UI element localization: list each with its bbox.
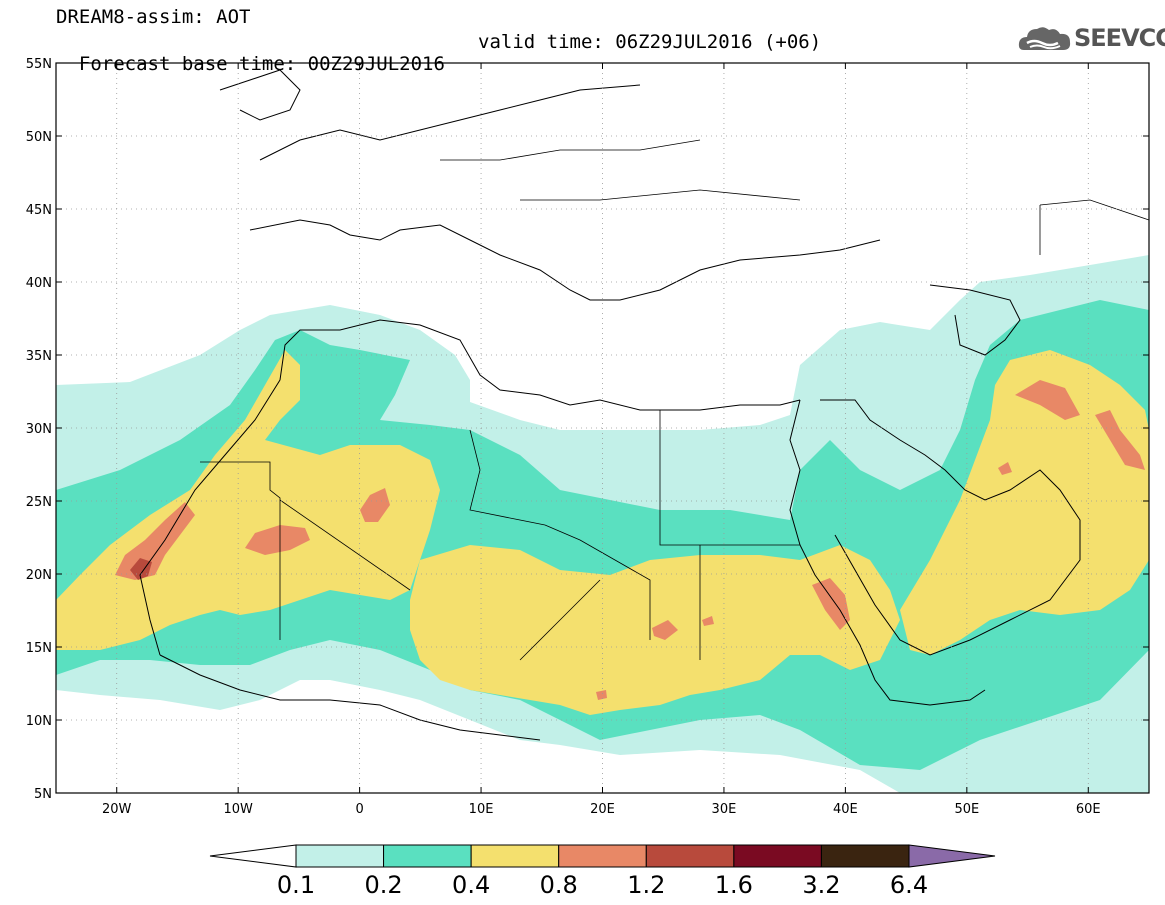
- lat-label: 35N: [26, 349, 52, 364]
- forecast-time-line: Forecast base time: 00Z29JUL2016 valid t…: [56, 31, 821, 97]
- colorbar-box: [470, 844, 560, 868]
- lat-label: 10N: [26, 714, 52, 729]
- lon-label: 40E: [833, 802, 858, 817]
- lat-label: 5N: [34, 787, 52, 802]
- colorbar-over-triangle: [908, 844, 996, 868]
- aot-contour-0.8-a: [115, 502, 195, 580]
- lat-label: 25N: [26, 495, 52, 510]
- graticule: [56, 63, 1149, 793]
- lon-label: 10W: [223, 802, 253, 817]
- colorbar-under-triangle: [209, 844, 297, 868]
- colorbar-level-label: 0.4: [452, 871, 491, 899]
- colorbar-level-label: 0.2: [364, 871, 403, 899]
- colorbar-level-label: 0.8: [539, 871, 578, 899]
- country-borders: [200, 139, 1149, 661]
- colorbar-box: [820, 844, 910, 868]
- lat-label: 15N: [26, 641, 52, 656]
- lat-label: 40N: [26, 276, 52, 291]
- colorbar-level-label: 0.1: [276, 871, 316, 899]
- lon-labels: 20W 10W 0 10E 20E 30E 40E 50E 60E: [102, 802, 1101, 817]
- axis-ticks: [56, 62, 1149, 794]
- colorbar: [209, 844, 996, 868]
- colorbar-box: [383, 844, 472, 868]
- aot-contour-0.8-f: [596, 690, 607, 700]
- aot-contour-0.8-g: [812, 578, 850, 630]
- valid-time: valid time: 06Z29JUL2016 (+06): [478, 31, 822, 53]
- aot-contour-0.8-b: [245, 525, 310, 555]
- colorbar-level-label: 3.2: [802, 871, 841, 899]
- colorbar-box: [733, 844, 822, 868]
- aot-contour-0.8-e: [702, 616, 714, 626]
- aot-contour-1.2: [130, 558, 152, 580]
- lat-label: 45N: [26, 203, 52, 218]
- lon-label: 20W: [102, 802, 132, 817]
- lon-label: 60E: [1076, 802, 1101, 817]
- lon-label: 20E: [590, 802, 615, 817]
- aot-contour-0.8-d: [652, 620, 678, 640]
- aot-contour-0.4-arabia: [900, 350, 1149, 655]
- lon-label: 0: [355, 802, 363, 817]
- aot-contour-0.8-j: [998, 462, 1012, 475]
- lat-label: 50N: [26, 130, 52, 145]
- lat-labels: 55N 50N 45N 40N 35N 30N 25N 20N 15N 10N 5N: [26, 57, 52, 802]
- seevccc-logo: SEEVCCC: [1018, 22, 1165, 56]
- logo-text: SEEVCCC: [1074, 24, 1165, 52]
- colorbar-box: [558, 844, 647, 868]
- lon-label: 10E: [469, 802, 494, 817]
- lat-label: 20N: [26, 568, 52, 583]
- base-time: Forecast base time: 00Z29JUL2016: [78, 53, 445, 75]
- lon-label: 30E: [712, 802, 737, 817]
- colorbar-level-label: 1.2: [627, 871, 666, 899]
- colorbar-labels: 0.1 0.2 0.4 0.8 1.2 1.6 3.2 6.4: [0, 872, 1165, 900]
- lat-label: 30N: [26, 422, 52, 437]
- aot-contour-0.8-i: [1095, 410, 1145, 470]
- lat-label: 55N: [26, 57, 52, 72]
- aot-contour-0.8-c: [360, 488, 390, 522]
- aot-contour-0.8-h: [1015, 380, 1080, 420]
- coastlines: [139, 69, 1081, 741]
- colorbar-box: [295, 844, 385, 868]
- cloud-icon: [1018, 27, 1071, 50]
- colorbar-box: [645, 844, 735, 868]
- lon-label: 50E: [954, 802, 979, 817]
- colorbar-level-label: 6.4: [889, 871, 929, 899]
- colorbar-level-label: 1.6: [714, 871, 753, 899]
- map-title: DREAM8-assim: AOT: [56, 6, 251, 28]
